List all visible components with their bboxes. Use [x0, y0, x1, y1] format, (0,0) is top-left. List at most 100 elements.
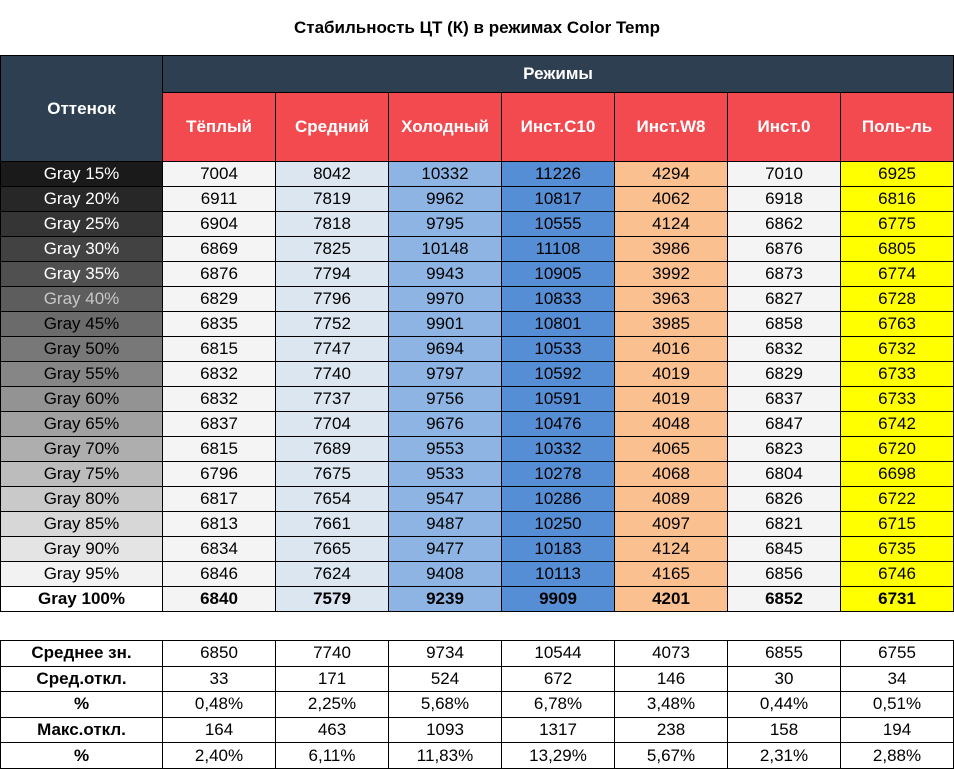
- cell: 10183: [501, 536, 615, 562]
- cell: 6862: [727, 211, 841, 237]
- stat-label: Среднее зн.: [0, 640, 163, 667]
- cell: 7740: [275, 361, 389, 387]
- cell: 6873: [727, 261, 841, 287]
- cell: 9909: [501, 586, 615, 612]
- cell: 4124: [614, 211, 728, 237]
- stat-row: Среднее зн. 6850 7740 9734 10544 4073 6855 6755: [0, 640, 954, 667]
- cell: 7819: [275, 186, 389, 212]
- data-row: Gray 45% 6835 7752 9901 10801 3985 6858 6763: [0, 311, 954, 337]
- stat-cell: 6850: [162, 640, 276, 667]
- cell: 6832: [162, 386, 276, 412]
- cell: 9533: [388, 461, 502, 487]
- row-label: Gray 20%: [0, 186, 163, 212]
- data-row: Gray 15% 7004 8042 10332 11226 4294 7010 6925: [0, 161, 954, 187]
- cell: 4065: [614, 436, 728, 462]
- cell: 6826: [727, 486, 841, 512]
- cell: 6698: [839, 461, 954, 487]
- cell: 6804: [727, 461, 841, 487]
- cell: 6815: [162, 336, 276, 362]
- column-header: Холодный: [388, 92, 502, 162]
- stat-cell: 34: [840, 665, 954, 693]
- cell: 10278: [501, 461, 615, 487]
- cell: 6876: [727, 236, 841, 262]
- stat-cell: 0,48%: [162, 691, 276, 718]
- cell: 6774: [839, 261, 954, 287]
- cell: 6911: [162, 186, 276, 212]
- cell: 6821: [727, 511, 841, 537]
- cell: 6845: [727, 536, 841, 562]
- cell: 7794: [275, 261, 389, 287]
- data-row: Gray 85% 6813 7661 9487 10250 4097 6821 6715: [0, 511, 954, 537]
- data-row: Gray 25% 6904 7818 9795 10555 4124 6862 6775: [0, 211, 954, 237]
- cell: 6728: [839, 286, 954, 312]
- cell: 6722: [839, 486, 954, 512]
- group-header: Режимы: [161, 55, 954, 93]
- stat-cell: 30: [727, 665, 841, 693]
- cell: 6858: [727, 311, 841, 337]
- cell: 4089: [614, 486, 728, 512]
- cell: 7624: [275, 561, 389, 587]
- stat-label: Макс.откл.: [0, 716, 163, 744]
- cell: 6763: [839, 311, 954, 337]
- data-row: Gray 70% 6815 7689 9553 10332 4065 6823 6720: [0, 436, 954, 462]
- cell: 3992: [614, 261, 728, 287]
- cell: 6796: [162, 461, 276, 487]
- cell: 6816: [839, 186, 954, 212]
- row-label: Gray 50%: [0, 336, 163, 362]
- cell: 6732: [839, 336, 954, 362]
- cell: 4097: [614, 511, 728, 537]
- cell: 7010: [727, 161, 841, 187]
- stat-cell: 7740: [275, 640, 389, 667]
- cell: 10332: [501, 436, 615, 462]
- data-row: Gray 40% 6829 7796 9970 10833 3963 6827 6728: [0, 286, 954, 312]
- cell: 7654: [275, 486, 389, 512]
- cell: 9547: [388, 486, 502, 512]
- row-label: Gray 55%: [0, 361, 163, 387]
- cell: 10286: [501, 486, 615, 512]
- cell: 4048: [614, 411, 728, 437]
- cell: 6731: [839, 586, 954, 612]
- row-label: Gray 90%: [0, 536, 163, 562]
- cell: 9676: [388, 411, 502, 437]
- cell: 9943: [388, 261, 502, 287]
- stat-cell: 194: [840, 716, 954, 744]
- column-header: Средний: [275, 92, 389, 162]
- data-row: Gray 50% 6815 7747 9694 10533 4016 6832 6732: [0, 336, 954, 362]
- stat-cell: 5,68%: [388, 691, 502, 718]
- stat-cell: 2,31%: [727, 742, 841, 769]
- cell: 7704: [275, 411, 389, 437]
- cell: 6925: [839, 161, 954, 187]
- cell: 10801: [501, 311, 615, 337]
- cell: 6775: [839, 211, 954, 237]
- cell: 4019: [614, 361, 728, 387]
- row-label: Gray 60%: [0, 386, 163, 412]
- cell: 7579: [275, 586, 389, 612]
- row-label: Gray 70%: [0, 436, 163, 462]
- cell: 6904: [162, 211, 276, 237]
- cell: 4068: [614, 461, 728, 487]
- stat-label: Сред.откл.: [0, 665, 163, 693]
- cell: 9694: [388, 336, 502, 362]
- stat-row: % 0,48% 2,25% 5,68% 6,78% 3,48% 0,44% 0,51%: [0, 691, 954, 718]
- cell: 4294: [614, 161, 728, 187]
- stat-cell: 6,11%: [275, 742, 389, 769]
- cell: 7747: [275, 336, 389, 362]
- cell: 6733: [839, 386, 954, 412]
- row-label: Gray 80%: [0, 486, 163, 512]
- cell: 6846: [162, 561, 276, 587]
- row-label: Gray 75%: [0, 461, 163, 487]
- cell: 10476: [501, 411, 615, 437]
- cell: 6805: [839, 236, 954, 262]
- cell: 6918: [727, 186, 841, 212]
- cell: 10833: [501, 286, 615, 312]
- stat-cell: 2,25%: [275, 691, 389, 718]
- stat-cell: 5,67%: [614, 742, 728, 769]
- stat-cell: 4073: [614, 640, 728, 667]
- stat-label: %: [0, 691, 163, 718]
- cell: 6832: [727, 336, 841, 362]
- cell: 7004: [162, 161, 276, 187]
- cell: 9901: [388, 311, 502, 337]
- stat-cell: 238: [614, 716, 728, 744]
- cell: 4124: [614, 536, 728, 562]
- stat-cell: 158: [727, 716, 841, 744]
